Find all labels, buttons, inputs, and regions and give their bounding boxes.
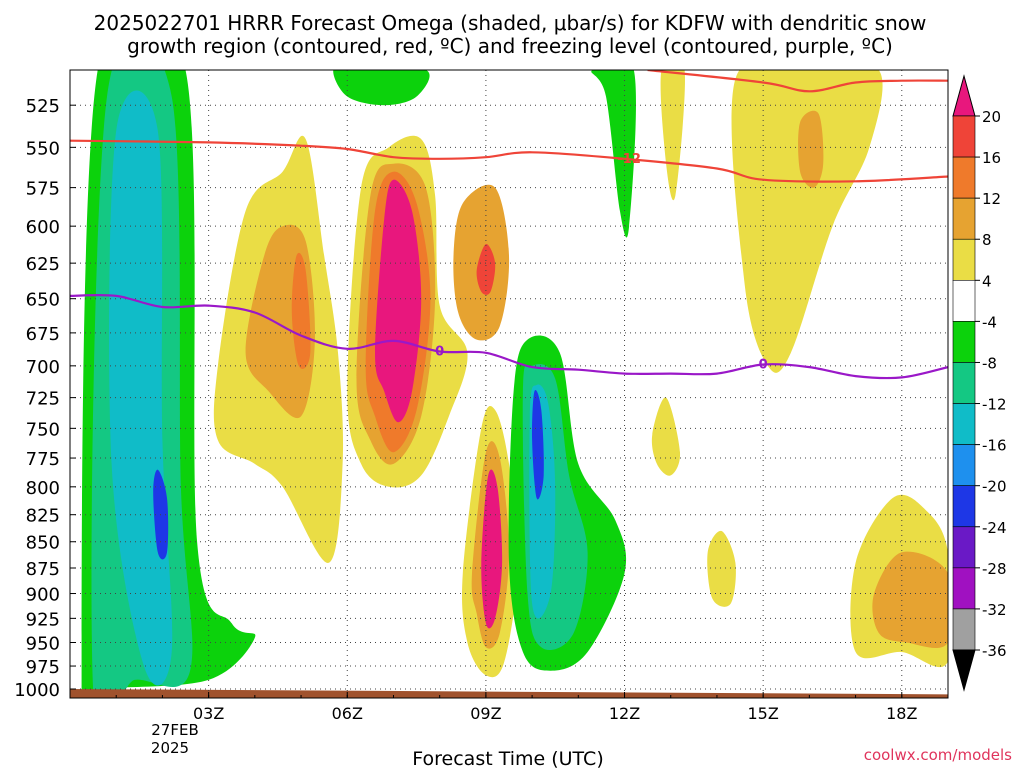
y-tick-label-950: 950 [26, 634, 60, 655]
omega-region-downward-main-column-20 [375, 179, 422, 423]
colorbar-bin [952, 156, 976, 199]
colorbar-label: 20 [982, 108, 1001, 126]
x-tick-label-03Z: 03Z [193, 704, 224, 723]
y-tick-label-875: 875 [26, 559, 60, 580]
freezing-level-label-1: 0 [435, 344, 444, 359]
chart-title-line-1: 2025022701 HRRR Forecast Omega (shaded, … [94, 11, 927, 35]
y-tick-label-800: 800 [26, 478, 60, 499]
omega-region-downward-lower-column-20 [481, 469, 503, 629]
colorbar-bin [952, 444, 976, 486]
colorbar-top-triangle [952, 74, 976, 117]
omega-shading [81, 70, 948, 698]
colorbar-bin [952, 485, 976, 528]
colorbar-bin [952, 197, 976, 240]
omega-region-upward-top-center [333, 70, 430, 106]
y-tick-label-775: 775 [26, 449, 60, 470]
freezing-level-contour [70, 293, 948, 380]
colorbar-label: -20 [982, 478, 1007, 496]
freezing-level-label-2: 0 [759, 358, 768, 373]
colorbar-bin [952, 608, 976, 651]
plot-frame [69, 69, 949, 699]
y-tick-label-900: 900 [26, 585, 60, 606]
omega-region-upward-mid-column-24 [532, 390, 544, 500]
x-tick-label-06Z: 06Z [332, 704, 363, 723]
colorbar-label: 12 [982, 190, 1001, 208]
colorbar-bin [952, 567, 976, 610]
colorbar-bin [952, 238, 976, 281]
date-label-year: 2025 [151, 739, 189, 757]
omega-region-downward-right-column [731, 70, 883, 373]
watermark: coolwx.com/models [864, 746, 1012, 764]
ground-fill [70, 688, 948, 698]
ground-surface [70, 688, 948, 698]
colorbar-bin [952, 362, 976, 404]
date-label-day: 27FEB [151, 721, 198, 739]
y-tick-label-750: 750 [26, 419, 60, 440]
snow-growth-contour-lower [70, 139, 948, 183]
colorbar-label: -24 [982, 519, 1007, 537]
y-tick-label-650: 650 [26, 290, 60, 311]
y-tick-label-850: 850 [26, 533, 60, 554]
chart-title-line-2: growth region (contoured, red, ºC) and f… [127, 34, 893, 58]
colorbar-bin [952, 280, 976, 322]
colorbar-label: -12 [982, 396, 1007, 414]
colorbar-bin [952, 115, 976, 158]
colorbar: 20 16 12 8 4 -4 -8 -12 -16 -20 -24 -28 -32 -36 [952, 74, 1007, 692]
y-tick-label-975: 975 [26, 657, 60, 678]
omega-region-downward-mid-lobe-16 [476, 244, 496, 295]
colorbar-label: 16 [982, 149, 1001, 167]
colorbar-bottom-triangle [952, 649, 976, 692]
y-tick-label-575: 575 [26, 179, 60, 200]
x-axis-ticks: 03Z 06Z 09Z 12Z 15Z 18Z [69, 692, 949, 723]
snow-growth-contour-upper [647, 70, 948, 93]
colorbar-bin [952, 321, 976, 363]
colorbar-label: -36 [982, 642, 1007, 660]
omega-region-downward-left-lobe-12 [291, 252, 311, 369]
colorbar-label: -16 [982, 437, 1007, 455]
omega-region-downward-right-column-8 [798, 110, 824, 188]
colorbar-label: 8 [982, 231, 992, 249]
y-tick-label-825: 825 [26, 506, 60, 527]
x-tick-label-12Z: 12Z [609, 704, 640, 723]
omega-region-downward-right-small [651, 397, 681, 476]
colorbar-label: 4 [982, 272, 992, 290]
y-tick-label-725: 725 [26, 389, 60, 410]
colorbar-label: -4 [982, 313, 997, 331]
y-tick-label-925: 925 [26, 609, 60, 630]
colorbar-bin [952, 403, 976, 445]
colorbar-label: -32 [982, 601, 1007, 619]
omega-region-downward-far-right-8 [872, 551, 948, 649]
y-axis-ticks: 525 550 575 600 625 650 675 700 725 750 775 800 825 8… [14, 96, 76, 701]
y-tick-label-625: 625 [26, 254, 60, 275]
y-tick-label-525: 525 [26, 96, 60, 117]
contour-lines: -12 0 0 [70, 70, 948, 380]
x-tick-label-09Z: 09Z [470, 704, 501, 723]
x-tick-label-18Z: 18Z [886, 704, 917, 723]
omega-region-downward-upper-right [660, 70, 685, 201]
colorbar-bin [952, 526, 976, 569]
x-axis-label: Forecast Time (UTC) [412, 748, 603, 768]
colorbar-label: -28 [982, 560, 1007, 578]
y-tick-label-675: 675 [26, 324, 60, 345]
snow-growth-label: -12 [617, 152, 641, 167]
x-tick-label-15Z: 15Z [747, 704, 778, 723]
y-tick-label-550: 550 [26, 138, 60, 159]
y-tick-label-700: 700 [26, 357, 60, 378]
colorbar-label: -8 [982, 354, 997, 372]
y-tick-label-600: 600 [26, 217, 60, 238]
omega-region-downward-right-blob [707, 530, 736, 607]
y-tick-label-1000: 1000 [14, 680, 60, 701]
